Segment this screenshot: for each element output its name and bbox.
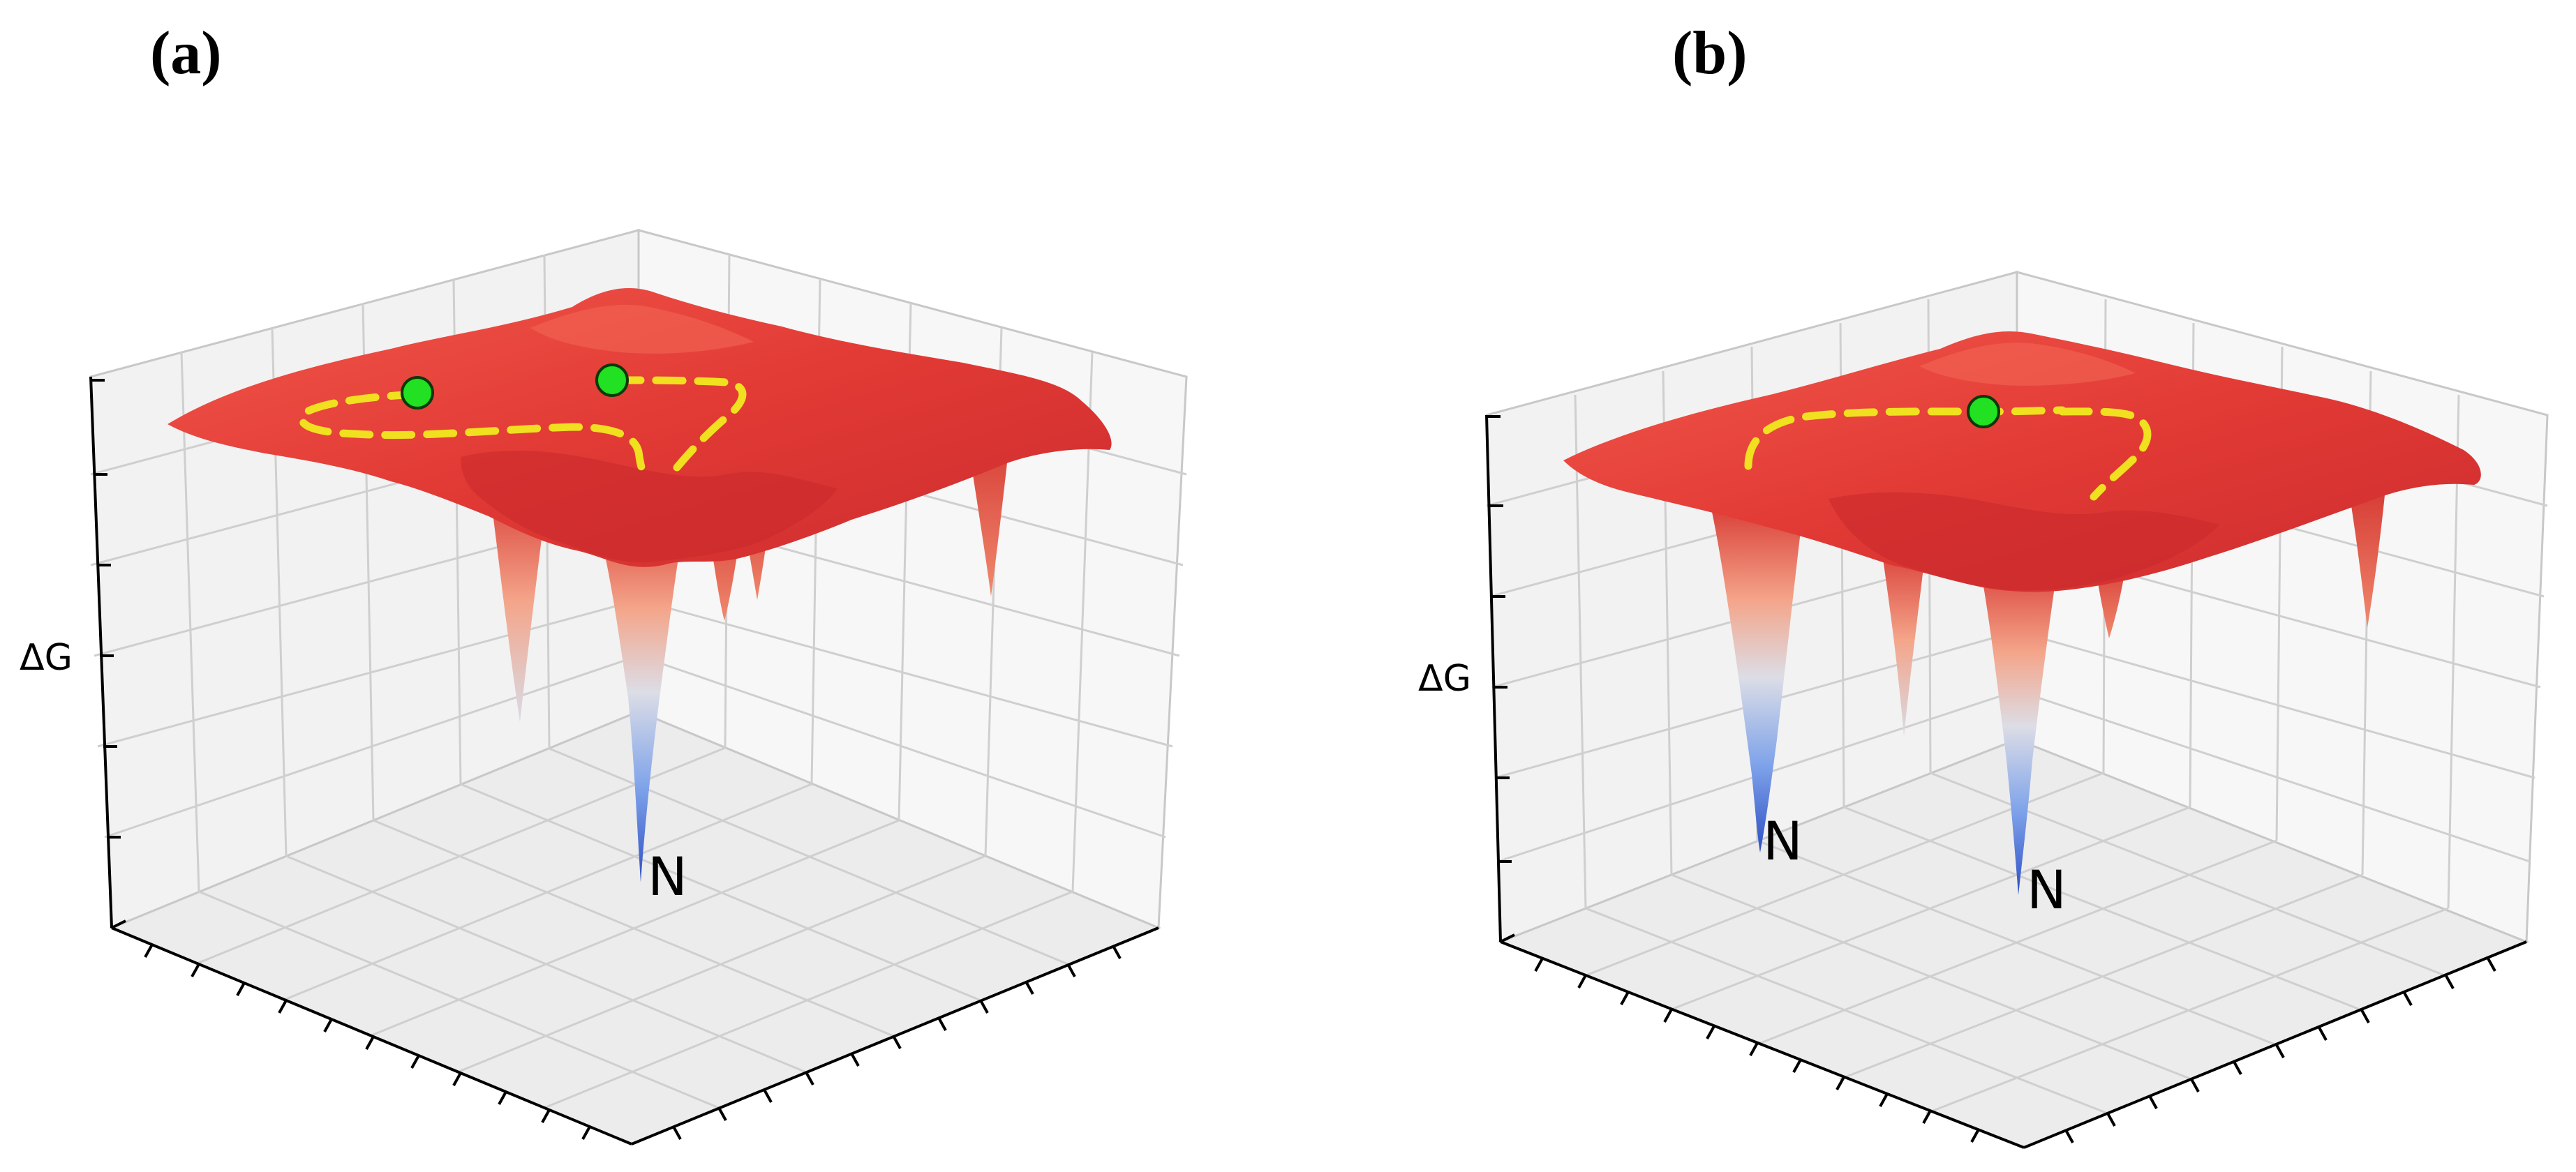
panel-b-transition-path [1744, 406, 2067, 470]
panel-a-label: (a) [150, 20, 222, 87]
panel-b-well-label-2: N [2027, 859, 2067, 921]
panel-b-surface-top [1563, 331, 2481, 592]
panel-b-axes: ΔG [1418, 414, 2527, 1149]
panel-b-well-mid [1881, 544, 1926, 736]
panel-b-state-dot [1967, 395, 2000, 428]
panel-a-well-left [489, 481, 548, 722]
panel-a-axes: ΔG [20, 376, 1159, 1145]
panel-b: (b) [1418, 20, 2549, 1149]
panel-a-well-label: N [648, 846, 687, 908]
panel-a-transition-path-2 [610, 376, 747, 472]
panel-b-well-right [1979, 558, 2059, 895]
panel-b-surface-shade [1829, 492, 2219, 591]
panel-a-transition-path [298, 390, 650, 474]
panel-a-surface-shade [461, 450, 837, 562]
panel-b-well-left [1710, 502, 1804, 852]
panel-b-label: (b) [1672, 20, 1748, 87]
panel-b-well-label-1: N [1763, 810, 1803, 872]
panel-b-zlabel: ΔG [1418, 658, 1471, 700]
panel-a-surface-top [167, 287, 1112, 567]
panel-a-state-dot-2 [595, 363, 629, 397]
panel-a-state-dot-1 [401, 376, 434, 410]
panel-a-zlabel: ΔG [20, 637, 73, 679]
panel-b-well-far-right [2348, 488, 2385, 628]
panel-b-transition-path-2 [2058, 407, 2152, 501]
panel-a-surface-highlight [530, 304, 754, 354]
panel-b-surface [1563, 331, 2481, 592]
panel-a: (a) [20, 20, 1188, 1145]
panel-a-surface [167, 287, 1112, 567]
panel-b-surface-highlight [1919, 343, 2136, 386]
panel-a-well-main [590, 502, 687, 882]
